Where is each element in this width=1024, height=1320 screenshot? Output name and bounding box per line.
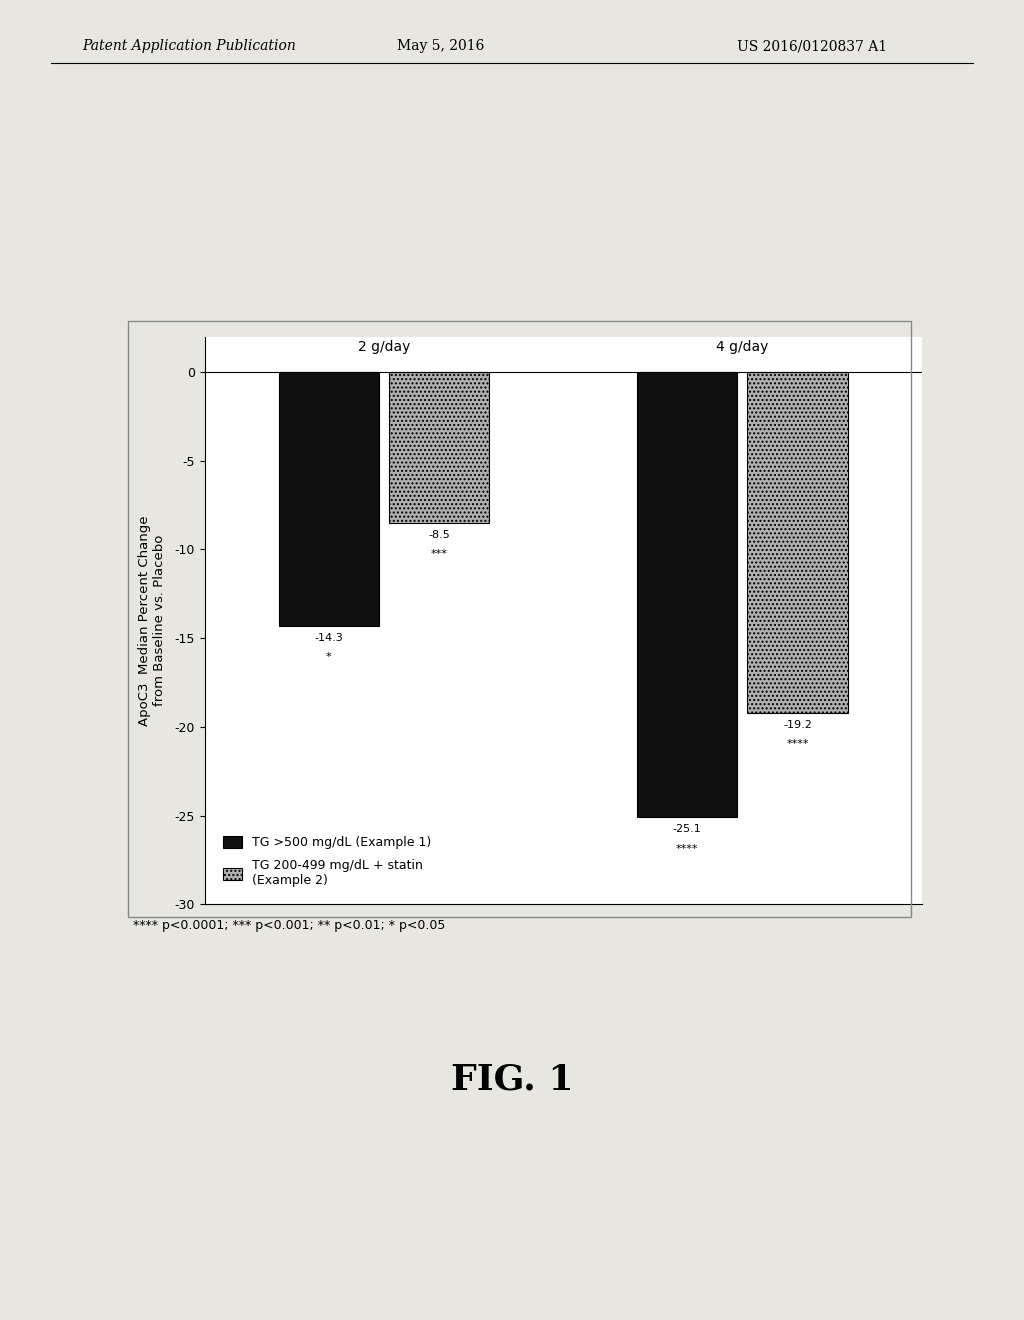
Text: FIG. 1: FIG. 1 [451, 1063, 573, 1096]
Text: *: * [326, 652, 332, 663]
Bar [389, 372, 489, 523]
Bar [279, 372, 379, 626]
Text: **** p<0.0001; *** p<0.001; ** p<0.01; * p<0.05: **** p<0.0001; *** p<0.001; ** p<0.01; *… [133, 919, 445, 932]
Text: 4 g/day: 4 g/day [716, 341, 769, 354]
Text: ***: *** [431, 549, 447, 560]
Y-axis label: ApoC3  Median Percent Change
from Baseline vs. Placebo: ApoC3 Median Percent Change from Baselin… [138, 515, 166, 726]
Text: -19.2: -19.2 [783, 719, 812, 730]
Bar [748, 372, 848, 713]
Text: US 2016/0120837 A1: US 2016/0120837 A1 [737, 40, 888, 53]
Text: -25.1: -25.1 [673, 825, 701, 834]
Text: -14.3: -14.3 [314, 632, 343, 643]
Text: ****: **** [676, 843, 698, 854]
Legend: TG >500 mg/dL (Example 1), TG 200-499 mg/dL + statin
(Example 2): TG >500 mg/dL (Example 1), TG 200-499 mg… [218, 830, 436, 892]
Text: Patent Application Publication: Patent Application Publication [82, 40, 296, 53]
Bar [637, 372, 737, 817]
Text: -8.5: -8.5 [428, 529, 451, 540]
Text: May 5, 2016: May 5, 2016 [396, 40, 484, 53]
Text: ****: **** [786, 739, 809, 750]
Text: 2 g/day: 2 g/day [357, 341, 411, 354]
